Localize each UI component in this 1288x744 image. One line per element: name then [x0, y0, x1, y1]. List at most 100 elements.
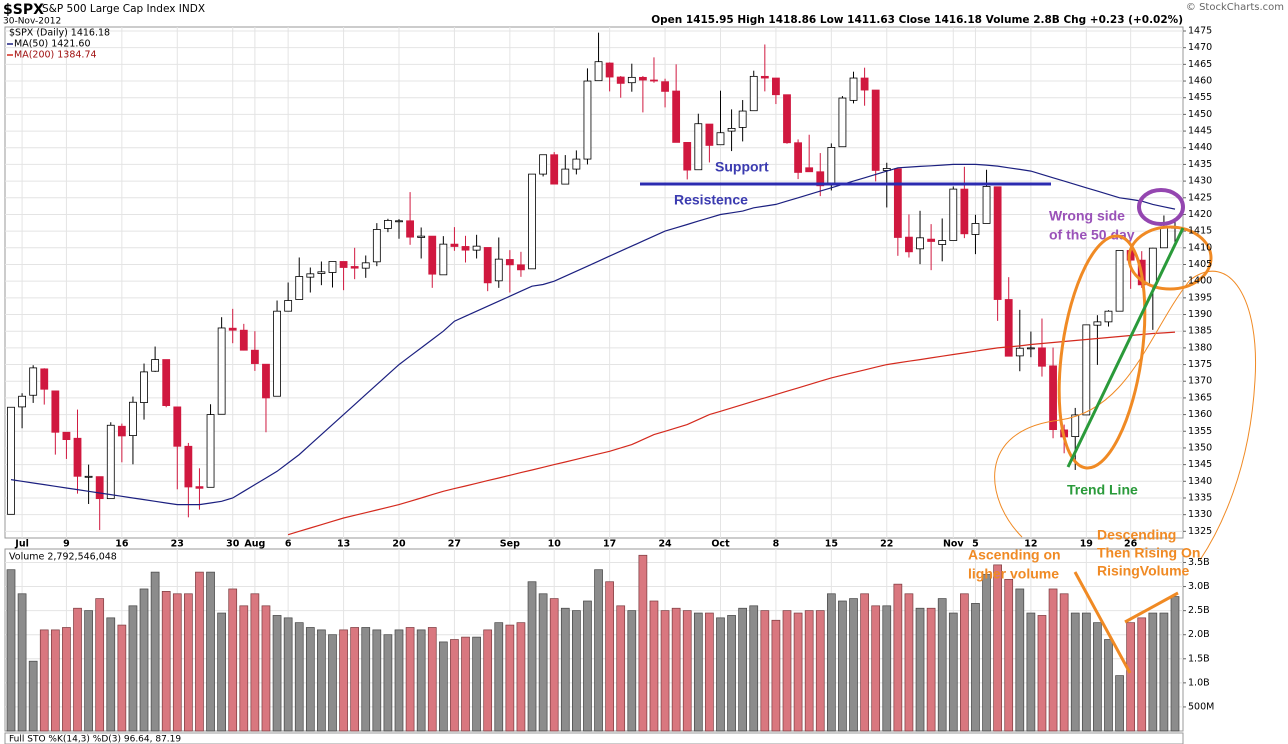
- candle-body: [1015, 347, 1024, 357]
- candle-body: [594, 61, 603, 82]
- candle-body: [217, 327, 226, 415]
- volume-bar: [505, 624, 515, 732]
- annotation: ligher volume: [968, 566, 1059, 582]
- y-tick-label: 1445: [1188, 126, 1212, 137]
- y-tick-label: 1340: [1188, 476, 1212, 487]
- curve: [994, 270, 1257, 561]
- candle-body: [450, 243, 459, 247]
- candle-body: [195, 486, 204, 489]
- x-tick-label: 19: [1080, 539, 1093, 550]
- x-tick-label: Sep: [500, 539, 520, 550]
- volume-bar: [28, 660, 38, 732]
- candle-body: [882, 168, 891, 171]
- candle-body: [7, 406, 15, 515]
- candle-body: [949, 188, 958, 241]
- candle-body: [250, 349, 259, 364]
- candle-body: [927, 238, 936, 242]
- volume-bar: [483, 629, 493, 732]
- legend-price: $SPX (Daily) 1416.18: [9, 28, 110, 39]
- candle-body: [583, 80, 592, 160]
- volume-bar: [915, 607, 925, 732]
- y-tick-label: 1385: [1188, 326, 1212, 337]
- y-tick-label: 1.0B: [1188, 677, 1210, 688]
- volume-bar: [1148, 612, 1158, 732]
- candle-body: [816, 171, 825, 187]
- volume-bar: [738, 607, 748, 732]
- price-panel: [4, 26, 1184, 539]
- candle-body: [860, 77, 869, 91]
- candle-body: [616, 76, 625, 84]
- annotation: Descending: [1097, 527, 1176, 543]
- candle-body: [428, 235, 437, 275]
- volume-bar: [871, 605, 881, 732]
- volume-bar: [217, 612, 226, 732]
- legend-ma50: MA(50) 1421.60: [14, 39, 91, 50]
- y-tick-label: 1435: [1188, 159, 1212, 170]
- volume-bar: [993, 564, 1002, 732]
- annotation: Then Rising On: [1097, 545, 1200, 561]
- candle-body: [439, 243, 448, 276]
- annotation: Ascending on: [968, 547, 1061, 563]
- volume-bar: [1170, 596, 1180, 732]
- y-tick-label: 1395: [1188, 292, 1212, 303]
- y-tick-label: 2.0B: [1188, 629, 1210, 640]
- candle-body: [384, 220, 392, 229]
- candle-body: [73, 437, 82, 477]
- y-tick-label: 1455: [1188, 92, 1212, 103]
- volume-bar: [538, 593, 548, 732]
- volume-bar: [605, 581, 614, 732]
- volume-bar: [39, 629, 49, 732]
- volume-bar: [206, 571, 215, 732]
- x-tick-label: Aug: [244, 539, 265, 550]
- annotation: Support: [715, 159, 769, 175]
- candle-body: [605, 62, 614, 78]
- volume-bar: [1137, 617, 1147, 732]
- volume-bar: [1126, 622, 1136, 732]
- volume-bar: [527, 581, 537, 732]
- x-tick-label: 16: [115, 539, 129, 550]
- sto-label: Full STO %K(14,3) %D(3) 96.64, 87.19: [9, 735, 181, 744]
- volume-bar: [982, 574, 991, 732]
- volume-bar: [305, 627, 315, 732]
- candle-body: [106, 424, 115, 500]
- candle-body: [1071, 414, 1080, 438]
- volume-bar: [294, 622, 304, 732]
- volume-bar: [1159, 612, 1169, 732]
- x-tick-label: 13: [337, 539, 350, 550]
- candle-body: [727, 127, 736, 132]
- y-tick-label: 1430: [1188, 176, 1212, 187]
- legend-ma200: MA(200) 1384.74: [14, 50, 97, 61]
- circle: [1137, 188, 1185, 226]
- volume-bar: [472, 636, 481, 732]
- x-tick-label: 23: [171, 539, 184, 550]
- volume-bar: [782, 610, 792, 732]
- candle-body: [893, 168, 902, 238]
- volume-bar: [84, 610, 93, 732]
- candle-body: [483, 247, 492, 284]
- volume-bar: [948, 612, 958, 732]
- volume-bar: [1059, 593, 1069, 732]
- x-tick-label: 26: [1124, 539, 1138, 550]
- annotation: Trend Line: [1067, 482, 1138, 498]
- y-tick-label: 1390: [1188, 309, 1212, 320]
- candle-body: [1038, 347, 1046, 367]
- source: © StockCharts.com: [1186, 2, 1284, 13]
- candle-body: [661, 81, 669, 92]
- ma-line: [287, 331, 1176, 536]
- y-tick-label: 3.5B: [1188, 557, 1210, 568]
- y-tick-label: 1415: [1188, 226, 1212, 237]
- candle-body: [417, 235, 426, 238]
- y-tick-label: 1425: [1188, 192, 1212, 203]
- volume-bar: [882, 605, 892, 732]
- volume-bar: [450, 639, 459, 732]
- candle-body: [1049, 365, 1057, 430]
- volume-bar: [627, 610, 637, 732]
- candle-body: [783, 94, 791, 144]
- volume-bar: [904, 593, 914, 732]
- candle-body: [306, 273, 315, 278]
- candle-body: [849, 77, 858, 101]
- candle-body: [971, 223, 980, 235]
- candle-body: [561, 168, 570, 185]
- annotation: of the 50 day: [1049, 227, 1135, 243]
- candle-body: [993, 186, 1002, 300]
